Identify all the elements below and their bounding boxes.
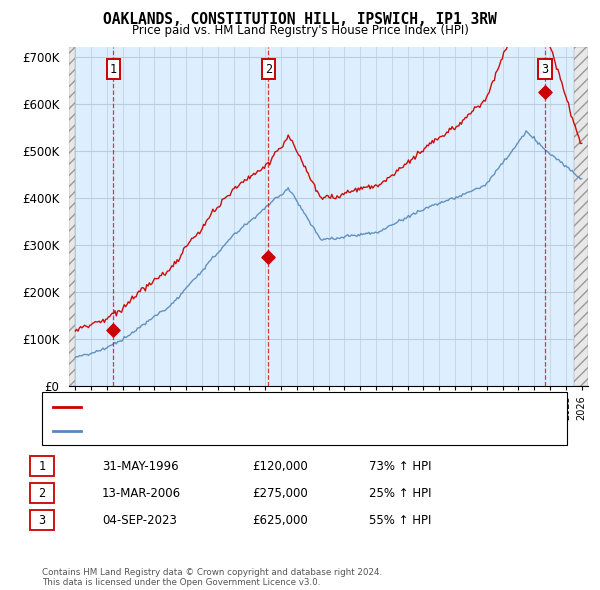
- Text: 04-SEP-2023: 04-SEP-2023: [102, 514, 177, 527]
- Text: OAKLANDS, CONSTITUTION HILL, IPSWICH, IP1 3RW: OAKLANDS, CONSTITUTION HILL, IPSWICH, IP…: [103, 12, 497, 27]
- Text: £120,000: £120,000: [252, 460, 308, 473]
- Text: 55% ↑ HPI: 55% ↑ HPI: [369, 514, 431, 527]
- Text: 25% ↑ HPI: 25% ↑ HPI: [369, 487, 431, 500]
- Text: 2: 2: [38, 487, 46, 500]
- Point: [109, 325, 118, 335]
- Text: 3: 3: [38, 514, 46, 527]
- Bar: [69, 47, 76, 386]
- Text: 1: 1: [38, 460, 46, 473]
- Text: £625,000: £625,000: [252, 514, 308, 527]
- Text: 13-MAR-2006: 13-MAR-2006: [102, 487, 181, 500]
- Bar: [574, 47, 588, 386]
- Text: 2: 2: [265, 63, 272, 76]
- Text: 31-MAY-1996: 31-MAY-1996: [102, 460, 179, 473]
- Text: Contains HM Land Registry data © Crown copyright and database right 2024.
This d: Contains HM Land Registry data © Crown c…: [42, 568, 382, 587]
- Text: OAKLANDS, CONSTITUTION HILL, IPSWICH, IP1 3RW (detached house): OAKLANDS, CONSTITUTION HILL, IPSWICH, IP…: [85, 402, 448, 412]
- Text: £275,000: £275,000: [252, 487, 308, 500]
- Text: HPI: Average price, detached house, Ipswich: HPI: Average price, detached house, Ipsw…: [85, 426, 317, 436]
- Text: 1: 1: [110, 63, 117, 76]
- Point: [540, 87, 550, 97]
- Point: [263, 252, 273, 261]
- Text: Price paid vs. HM Land Registry's House Price Index (HPI): Price paid vs. HM Land Registry's House …: [131, 24, 469, 37]
- Text: 3: 3: [541, 63, 548, 76]
- Text: 73% ↑ HPI: 73% ↑ HPI: [369, 460, 431, 473]
